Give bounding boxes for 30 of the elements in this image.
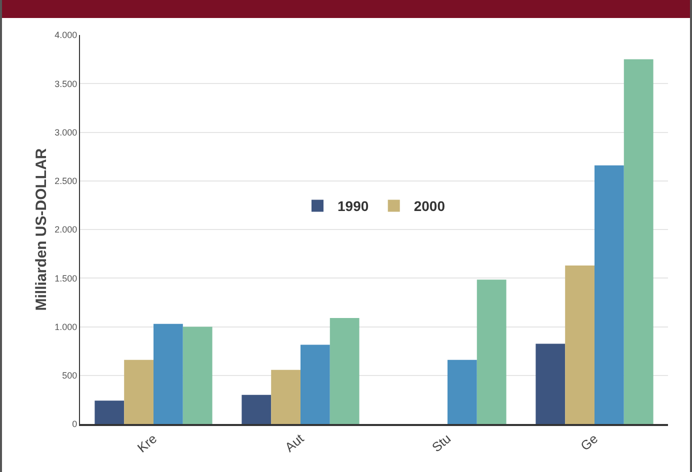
y-tick-label: 0 (72, 419, 78, 430)
bar (624, 59, 654, 424)
bar (330, 318, 360, 424)
y-tick-label: 500 (62, 370, 78, 381)
legend-label: 1990 (338, 198, 369, 214)
y-tick-label: 3.500 (54, 78, 78, 89)
y-tick-label: 4.000 (54, 30, 78, 40)
y-tick-label: 3.000 (54, 127, 78, 138)
y-tick-label: 2.500 (54, 176, 78, 186)
x-tick-label: Aut (282, 430, 307, 455)
x-tick-label: Kre (134, 430, 160, 456)
y-tick-label: 2.000 (54, 224, 78, 235)
bar (536, 344, 566, 424)
y-axis-title: Milliarden US-DOLLAR (32, 148, 50, 311)
legend-label: 2000 (414, 198, 446, 214)
bar (476, 280, 506, 424)
bar (594, 165, 624, 424)
x-tick-label: Ge (578, 430, 601, 454)
bar (565, 265, 594, 424)
x-tick-label: Stu (429, 430, 454, 455)
bar (242, 394, 272, 424)
bar (271, 370, 300, 424)
bar (154, 324, 183, 424)
y-tick-label: 1.500 (54, 273, 78, 284)
bar (94, 400, 124, 424)
bar (124, 360, 154, 424)
bar (448, 360, 477, 424)
bar (182, 326, 212, 424)
bar (300, 344, 330, 424)
y-tick-label: 1.000 (54, 322, 78, 332)
